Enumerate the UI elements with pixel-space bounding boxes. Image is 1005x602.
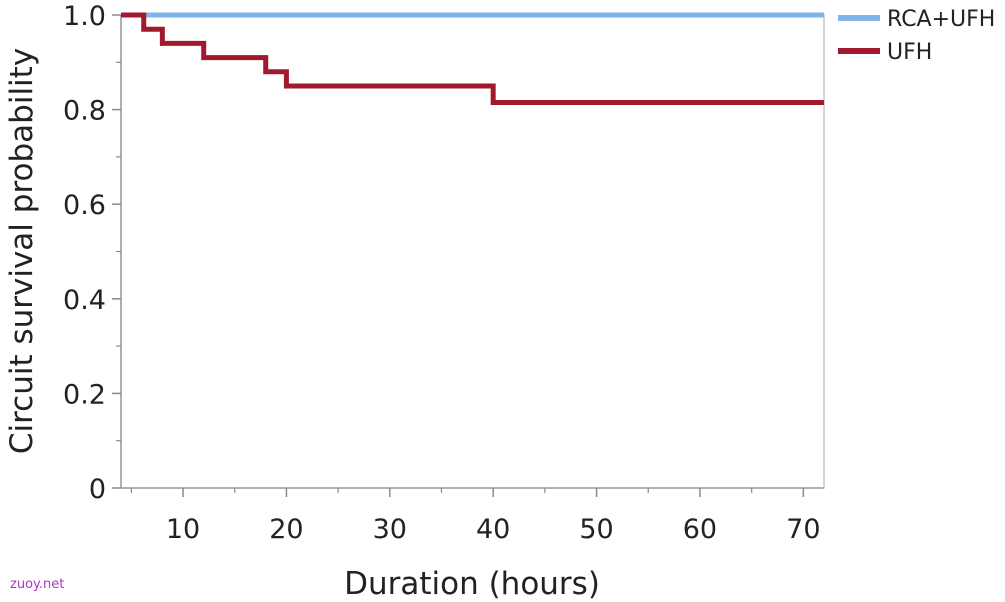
x-tick-label: 30 [373, 514, 407, 545]
x-axis-title: Duration (hours) [344, 566, 600, 602]
x-tick-label: 40 [476, 514, 510, 545]
y-tick-label: 0.2 [63, 379, 106, 410]
x-tick-label: 60 [683, 514, 717, 545]
y-tick-label: 0.4 [63, 285, 106, 316]
x-tick-label: 50 [579, 514, 613, 545]
y-tick-label: 0 [89, 474, 106, 505]
x-tick-label: 20 [269, 514, 303, 545]
y-axis: 0 0.2 0.4 0.6 0.8 1.0 [63, 1, 121, 505]
x-tick-label: 10 [166, 514, 200, 545]
legend-label: UFH [887, 40, 932, 65]
series-layer [121, 12, 824, 106]
y-tick-label: 0.8 [63, 96, 106, 127]
y-tick-label: 1.0 [63, 1, 106, 32]
legend: RCA+UFH UFH [838, 7, 995, 65]
watermark: zuoy.net [10, 577, 65, 592]
x-axis: 10 20 30 40 50 60 70 [130, 488, 821, 545]
legend-label: RCA+UFH [887, 7, 995, 32]
y-tick-label: 0.6 [63, 190, 106, 221]
y-axis-title: Circuit survival probability [4, 48, 40, 454]
x-tick-label: 70 [786, 514, 820, 545]
series-line-ufh [121, 12, 824, 106]
